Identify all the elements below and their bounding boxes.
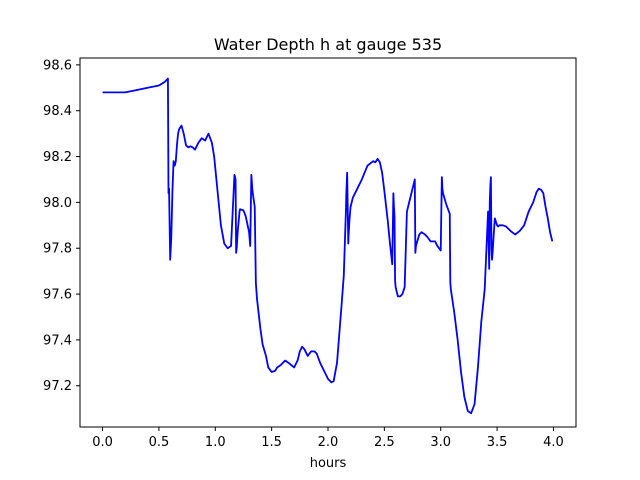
y-tick-label: 98.2 [43, 150, 72, 165]
plot-area [102, 77, 554, 415]
chart-title: Water Depth h at gauge 535 [214, 35, 442, 54]
y-tick-label: 97.4 [43, 333, 72, 348]
x-tick-label: 0.0 [92, 435, 113, 450]
x-tick-label: 1.0 [205, 435, 226, 450]
y-tick-label: 98.4 [43, 104, 72, 119]
y-tick-label: 97.8 [43, 242, 72, 257]
x-tick-label: 0.5 [149, 435, 170, 450]
series-line [102, 77, 554, 415]
x-tick-label: 3.0 [430, 435, 451, 450]
y-tick-label: 97.2 [43, 379, 72, 394]
y-tick-label: 97.6 [43, 288, 72, 303]
x-axis: 0.0 0.5 1.0 1.5 2.0 2.5 3.0 3.5 4.0 [92, 427, 564, 450]
y-axis: 97.2 97.4 97.6 97.8 98.0 98.2 98.4 98.6 [43, 58, 80, 394]
x-tick-label: 2.5 [374, 435, 395, 450]
x-tick-label: 1.5 [261, 435, 282, 450]
y-tick-label: 98.6 [43, 58, 72, 73]
x-tick-label: 4.0 [543, 435, 564, 450]
x-axis-title: hours [310, 456, 347, 471]
x-tick-label: 2.0 [318, 435, 339, 450]
x-tick-label: 3.5 [487, 435, 508, 450]
y-tick-label: 98.0 [43, 196, 72, 211]
